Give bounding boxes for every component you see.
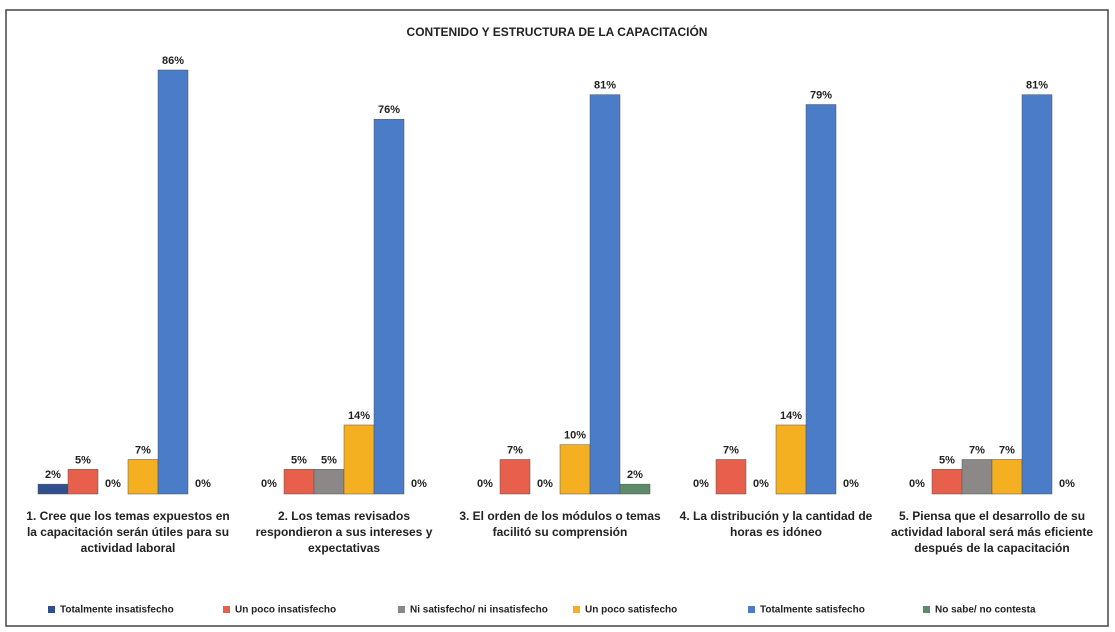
bar (343, 424, 375, 495)
bar (559, 444, 591, 495)
bar (373, 119, 405, 495)
x-tick-label: 1. Cree que los temas expuestos en la ca… (26, 509, 230, 555)
data-label: 5% (291, 454, 307, 466)
legend-swatch (48, 606, 55, 613)
bar (589, 94, 621, 495)
data-label: 86% (162, 55, 184, 67)
bar (805, 104, 837, 495)
bar (499, 459, 531, 495)
bar (1021, 94, 1053, 495)
data-label: 81% (594, 80, 616, 92)
data-label: 5% (939, 454, 955, 466)
data-label: 0% (105, 478, 121, 490)
bar (961, 459, 993, 495)
legend-swatch (923, 606, 930, 613)
data-label: 0% (843, 478, 859, 490)
data-label: 0% (1059, 478, 1075, 490)
data-label: 0% (195, 478, 211, 490)
x-tick-label: 5. Piensa que el desarrollo de su activi… (890, 509, 1094, 555)
data-label: 0% (537, 478, 553, 490)
data-label: 7% (507, 444, 523, 456)
data-label: 0% (693, 478, 709, 490)
legend-label: Un poco satisfecho (585, 605, 677, 616)
data-label: 14% (348, 410, 370, 422)
bar (775, 424, 807, 495)
bar (37, 483, 69, 495)
x-tick-label: 2. Los temas revisados respondieron a su… (255, 509, 433, 555)
bar (313, 469, 345, 495)
legend-swatch (398, 606, 405, 613)
data-label: 7% (723, 444, 739, 456)
data-label: 76% (378, 104, 400, 116)
data-label: 7% (969, 444, 985, 456)
data-label: 10% (564, 430, 586, 442)
bar (715, 459, 747, 495)
bar (283, 469, 315, 495)
legend-label: Totalmente satisfecho (760, 605, 865, 616)
data-label: 2% (627, 469, 643, 481)
bar (931, 469, 963, 495)
data-label: 5% (321, 454, 337, 466)
bar (127, 459, 159, 495)
x-tick-label: 4. La distribución y la cantidad de hora… (679, 509, 873, 539)
data-label: 0% (477, 478, 493, 490)
data-label: 0% (411, 478, 427, 490)
legend-swatch (748, 606, 755, 613)
data-label: 0% (909, 478, 925, 490)
data-label: 2% (45, 469, 61, 481)
data-label: 81% (1026, 80, 1048, 92)
data-label: 5% (75, 454, 91, 466)
frame (5, 9, 1109, 627)
bar (619, 483, 651, 495)
legend-label: Un poco insatisfecho (235, 605, 336, 616)
legend-label: No sabe/ no contesta (935, 605, 1036, 616)
legend-swatch (223, 606, 230, 613)
legend-swatch (573, 606, 580, 613)
data-label: 0% (261, 478, 277, 490)
bar (67, 469, 99, 495)
legend-label: Ni satisfecho/ ni insatisfecho (410, 605, 548, 616)
data-label: 7% (999, 444, 1015, 456)
data-label: 0% (753, 478, 769, 490)
chart-title: CONTENIDO Y ESTRUCTURA DE LA CAPACITACIÓ… (407, 24, 708, 39)
data-label: 14% (780, 410, 802, 422)
data-label: 79% (810, 89, 832, 101)
data-label: 7% (135, 444, 151, 456)
bar (991, 459, 1023, 495)
x-tick-label: 3. El orden de los módulos o temas facil… (459, 509, 661, 539)
legend-label: Totalmente insatisfecho (60, 605, 174, 616)
bar (157, 69, 189, 495)
